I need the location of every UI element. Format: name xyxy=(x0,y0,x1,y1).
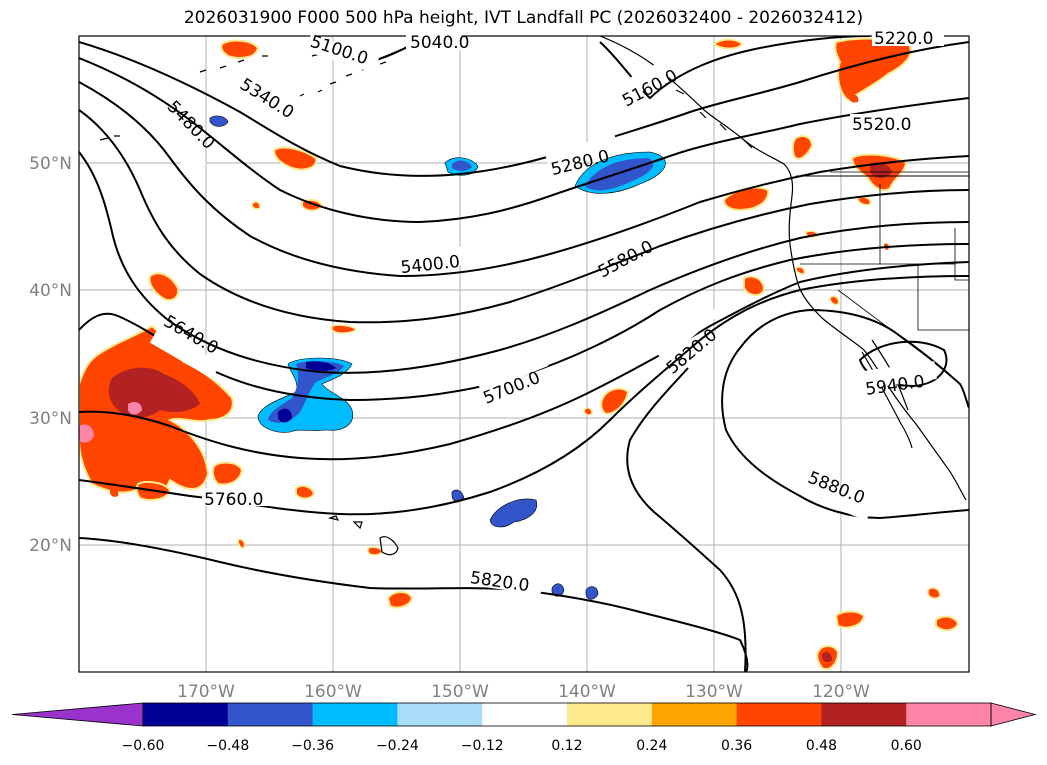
contour-label-5520: 5520.0 xyxy=(852,115,911,135)
plot-area xyxy=(79,36,969,672)
colorbar-frame xyxy=(142,702,992,727)
colorbar-tick-label: −0.24 xyxy=(376,738,419,754)
lat-tick-label: 30°N xyxy=(29,409,72,429)
colorbar-tick-label: −0.36 xyxy=(291,738,334,754)
lat-tick-label: 50°N xyxy=(29,154,72,174)
colorbar-segment xyxy=(567,703,653,726)
contour-label-5220: 5220.0 xyxy=(874,29,933,49)
lon-tick-labels: 170°W 160°W 150°W 140°W 130°W 120°W xyxy=(177,682,870,702)
contour-label-5760: 5760.0 xyxy=(204,490,263,510)
colorbar-tick-label: −0.48 xyxy=(206,738,249,754)
colorbar-segment xyxy=(143,703,229,726)
plot-frame xyxy=(78,35,970,673)
colorbar-ticks: −0.60 −0.48 −0.36 −0.24 −0.12 0.12 0.24 0.36 0.4… xyxy=(122,738,922,754)
lon-tick-label: 130°W xyxy=(685,682,743,702)
colorbar-tick-label: 0.60 xyxy=(891,738,922,754)
colorbar xyxy=(11,702,1037,727)
lon-tick-label: 140°W xyxy=(558,682,616,702)
colorbar-tick-label: 0.36 xyxy=(721,738,752,754)
colorbar-segment xyxy=(482,703,568,726)
contour-label-5040: 5040.0 xyxy=(410,33,469,53)
colorbar-extend-low xyxy=(11,702,144,727)
colorbar-tick-label: 0.48 xyxy=(806,738,837,754)
colorbar-extend-high xyxy=(990,702,1037,727)
colorbar-segment xyxy=(397,703,483,726)
map-title: 2026031900 F000 500 hPa height, IVT Land… xyxy=(183,8,864,28)
colorbar-segment xyxy=(651,703,738,726)
colorbar-tick-label: −0.12 xyxy=(461,738,504,754)
lon-tick-label: 160°W xyxy=(304,682,362,702)
lat-tick-label: 20°N xyxy=(29,536,72,556)
colorbar-segment xyxy=(906,703,992,726)
colorbar-segment xyxy=(736,703,822,726)
lon-tick-label: 150°W xyxy=(431,682,489,702)
lon-tick-label: 170°W xyxy=(177,682,235,702)
lat-tick-label: 40°N xyxy=(29,281,72,301)
colorbar-tick-label: 0.12 xyxy=(551,738,582,754)
colorbar-segment xyxy=(227,703,314,726)
colorbar-segment xyxy=(312,703,398,726)
colorbar-tick-label: −0.60 xyxy=(122,738,165,754)
lat-tick-labels: 50°N 40°N 30°N 20°N xyxy=(29,154,72,556)
colorbar-segment xyxy=(821,703,907,726)
lon-tick-label: 120°W xyxy=(812,682,870,702)
colorbar-tick-label: 0.24 xyxy=(636,738,667,754)
